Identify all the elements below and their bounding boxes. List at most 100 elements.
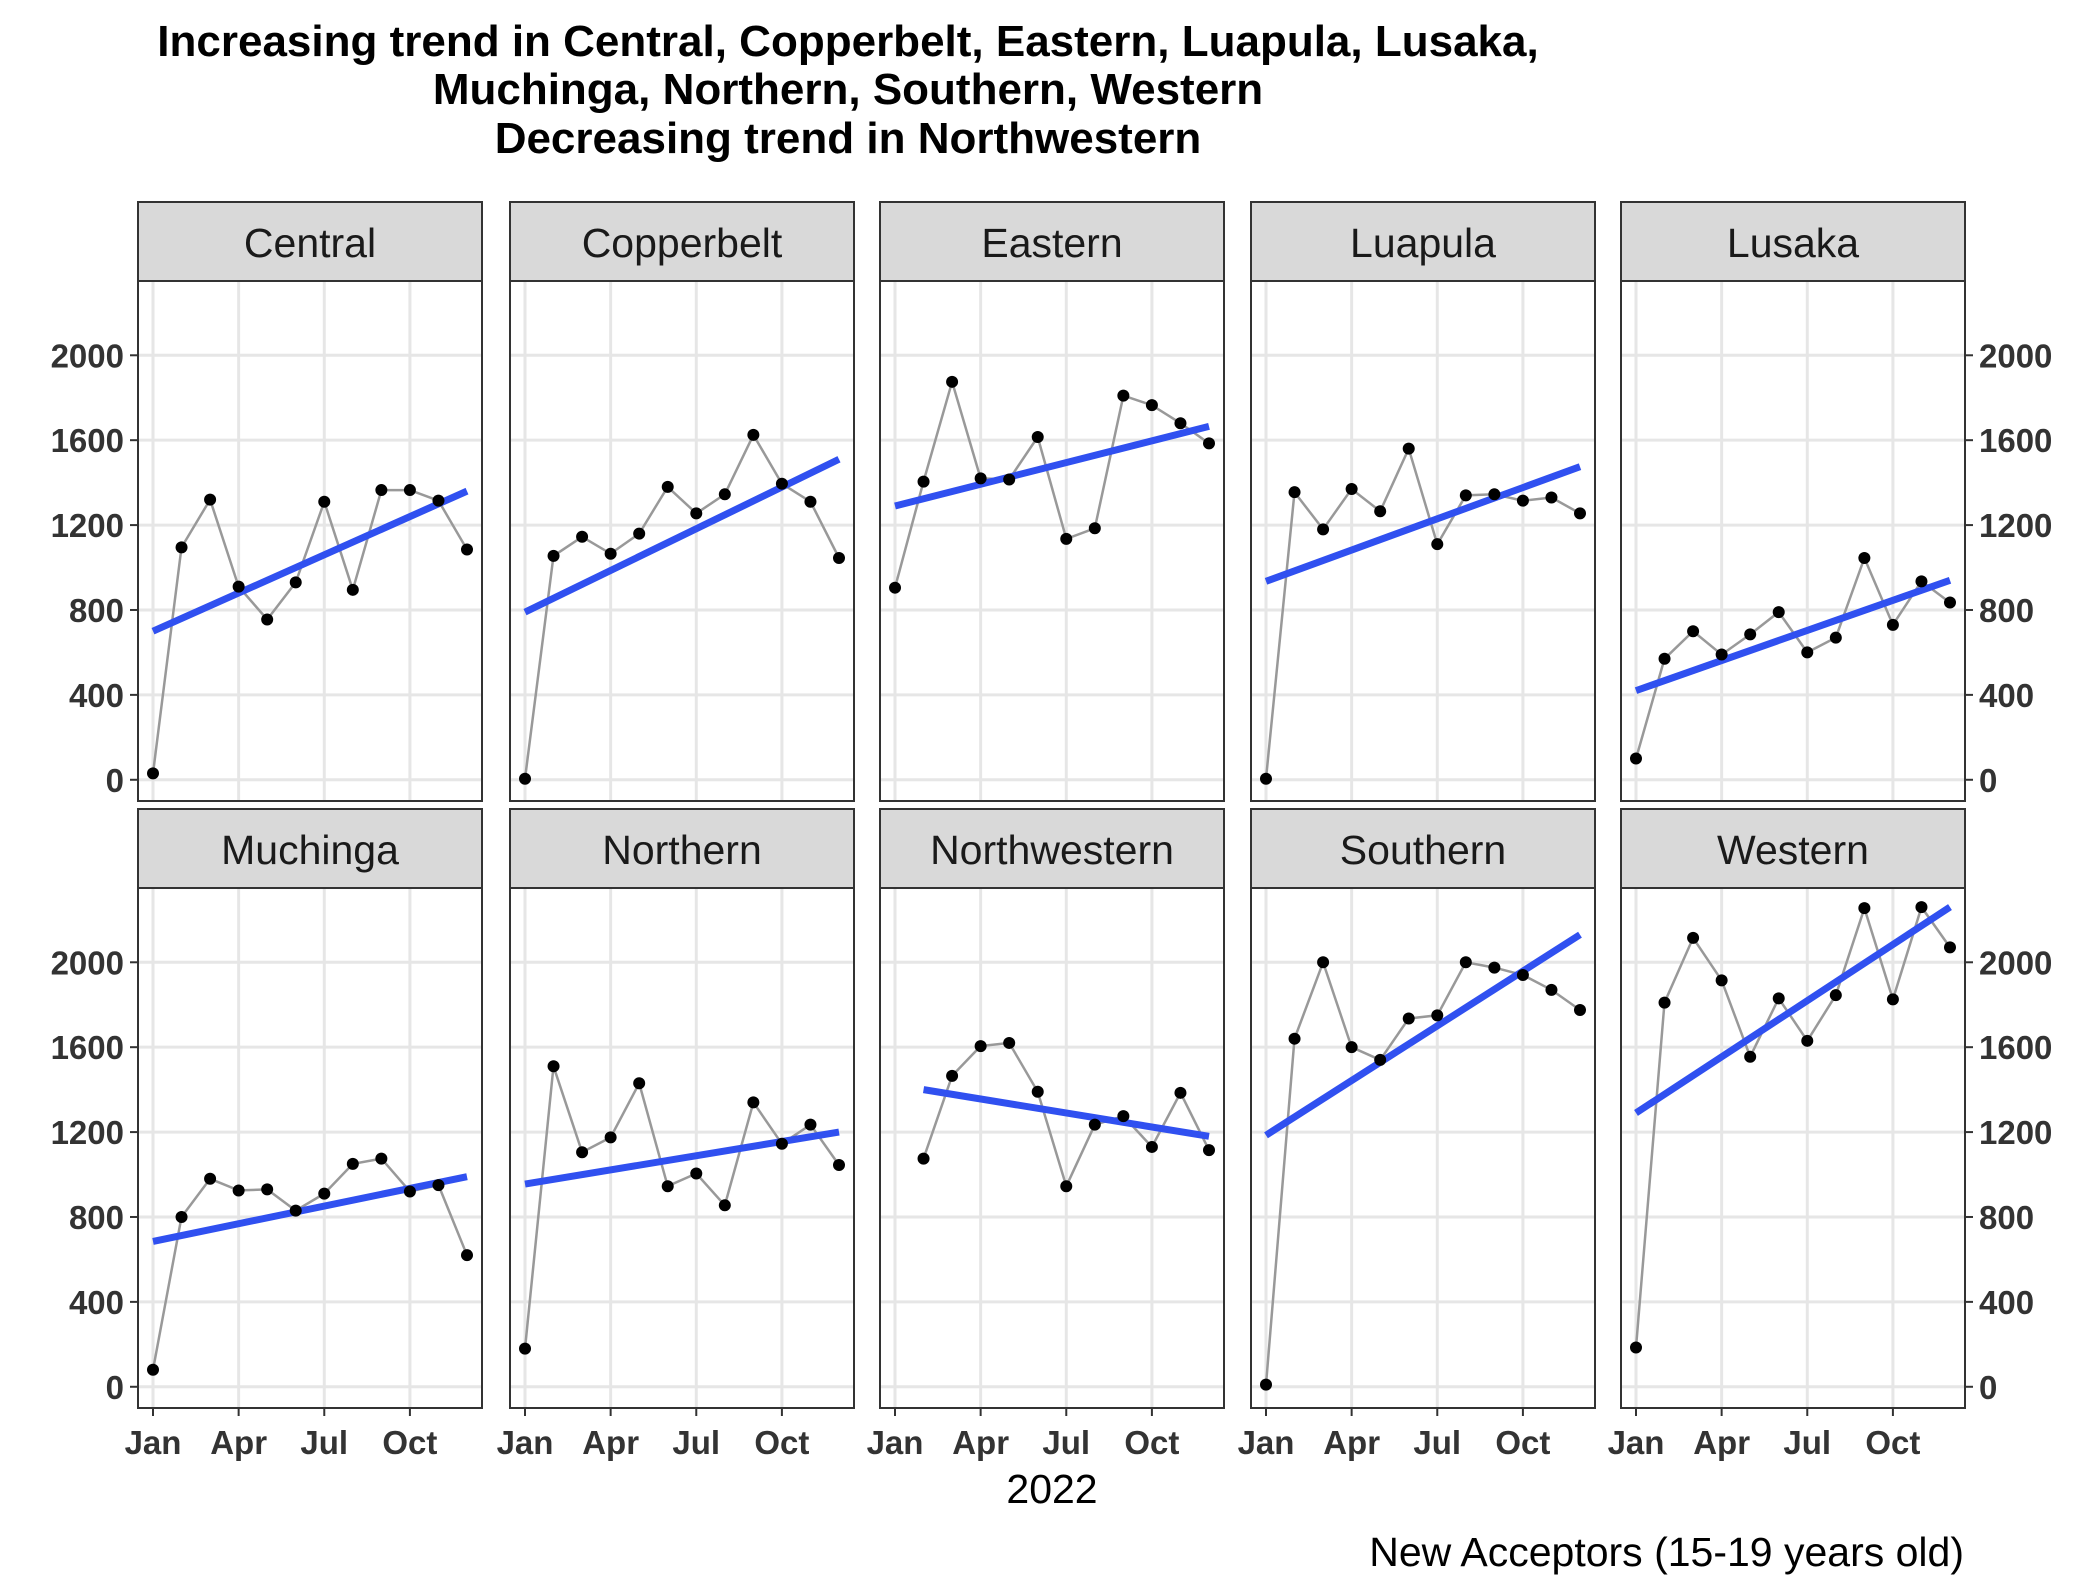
- data-point-lusaka-3: [1687, 625, 1700, 638]
- grid-copperbelt: [510, 281, 854, 801]
- strip-label-muchinga: Muchinga: [221, 827, 399, 873]
- panel-northwestern: Northwestern Jan Apr Jul Oct: [867, 808, 1225, 1461]
- x-tick-label: Oct: [1495, 1424, 1550, 1461]
- data-point-western-3: [1687, 931, 1700, 944]
- data-point-central-4: [232, 580, 245, 593]
- data-point-muchinga-3: [204, 1172, 217, 1185]
- data-point-northern-6: [661, 1180, 674, 1193]
- data-point-eastern-8: [1088, 522, 1101, 535]
- x-tick-label: Jan: [125, 1424, 182, 1461]
- data-point-muchinga-2: [175, 1210, 188, 1223]
- points-southern: [1260, 956, 1586, 1391]
- data-point-muchinga-11: [432, 1179, 445, 1192]
- panel-border-lusaka: [1620, 280, 1966, 802]
- data-point-lusaka-1: [1630, 752, 1642, 765]
- data-point-southern-9: [1488, 961, 1501, 974]
- panel-central: Central 0 400 800 1200 1600 2000: [51, 201, 483, 802]
- x-tick-label: Apr: [1323, 1424, 1380, 1461]
- data-point-muchinga-9: [375, 1152, 388, 1165]
- y-tick-label: 400: [69, 677, 124, 714]
- x-axis-title: 2022: [1006, 1466, 1097, 1512]
- strip-eastern: [879, 201, 1225, 282]
- data-point-copperbelt-10: [775, 477, 788, 490]
- grid-muchinga: [138, 888, 482, 1408]
- trend-line-western: [1634, 904, 1952, 1116]
- data-point-luapula-4: [1345, 483, 1358, 495]
- data-point-southern-11: [1545, 983, 1558, 996]
- chart-title-line-2: Muchinga, Northern, Southern, Western: [433, 65, 1263, 114]
- panel-muchinga: Muchinga 0 400 800 1200 1600 2000 Jan Apr Jul Oct: [51, 808, 483, 1461]
- strip-southern: [1250, 808, 1596, 889]
- strip-label-central: Central: [244, 220, 376, 266]
- data-point-luapula-10: [1516, 494, 1529, 507]
- data-point-lusaka-6: [1772, 606, 1785, 619]
- y-tick-label: 1600: [51, 422, 124, 459]
- trend-line-eastern: [894, 422, 1210, 510]
- data-point-western-6: [1772, 992, 1785, 1005]
- panel-border-central: [137, 280, 483, 802]
- plot-area-copperbelt: [510, 281, 854, 801]
- data-point-muchinga-6: [289, 1204, 302, 1217]
- plot-area-northern: [510, 888, 854, 1408]
- data-point-western-9: [1858, 902, 1871, 915]
- data-point-southern-7: [1431, 1009, 1444, 1022]
- panel-luapula: Luapula: [1250, 201, 1596, 802]
- x-tick-label: Jan: [1238, 1424, 1295, 1461]
- panel-border-luapula: [1250, 280, 1596, 802]
- data-point-eastern-4: [974, 472, 987, 485]
- data-point-luapula-3: [1317, 523, 1330, 536]
- x-tick-label: Jul: [300, 1424, 348, 1461]
- data-point-northern-3: [576, 1146, 589, 1159]
- data-point-eastern-2: [917, 475, 930, 488]
- data-point-northwestern-10: [1174, 1086, 1187, 1099]
- strip-label-copperbelt: Copperbelt: [582, 220, 783, 266]
- data-point-northern-2: [547, 1060, 560, 1073]
- data-point-copperbelt-5: [633, 527, 646, 540]
- data-point-central-1: [147, 767, 159, 780]
- data-point-northwestern-4: [1003, 1036, 1016, 1049]
- data-point-northwestern-1: [917, 1152, 930, 1165]
- data-point-southern-3: [1317, 956, 1330, 969]
- plot-area-muchinga: [138, 888, 482, 1408]
- y-tick-label: 800: [69, 592, 124, 629]
- data-point-northwestern-11: [1203, 1144, 1215, 1157]
- panel-western: Western 0 400 800 1200 1600 2000 Jan Apr Jul Oct: [1608, 808, 2052, 1461]
- x-tick-label: Jul: [1783, 1424, 1831, 1461]
- y-tick-label: 0: [1979, 762, 1997, 799]
- x-axis-northwestern: Jan Apr Jul Oct: [867, 1408, 1179, 1461]
- data-point-western-5: [1744, 1050, 1757, 1063]
- data-point-luapula-2: [1288, 486, 1301, 499]
- data-point-eastern-10: [1145, 399, 1158, 412]
- chart-title: Increasing trend in Central, Copperbelt,…: [157, 17, 1538, 163]
- points-luapula: [1260, 442, 1586, 785]
- data-point-luapula-9: [1488, 488, 1501, 501]
- y-tick-label: 1200: [51, 507, 124, 544]
- data-point-lusaka-12: [1944, 596, 1956, 609]
- chart-title-line-1: Increasing trend in Central, Copperbelt,…: [157, 17, 1538, 66]
- data-point-copperbelt-1: [519, 772, 531, 785]
- data-point-central-6: [289, 576, 302, 589]
- x-tick-label: Apr: [210, 1424, 267, 1461]
- chart-caption: New Acceptors (15-19 years old): [1369, 1529, 1964, 1575]
- y-tick-label: 0: [1979, 1369, 1997, 1406]
- x-tick-label: Apr: [952, 1424, 1009, 1461]
- data-point-luapula-6: [1402, 442, 1415, 455]
- y-tick-label: 2000: [1979, 337, 2052, 374]
- panel-copperbelt: Copperbelt: [509, 201, 855, 802]
- points-copperbelt: [519, 428, 845, 785]
- data-point-muchinga-4: [232, 1184, 245, 1197]
- strip-northwestern: [879, 808, 1225, 889]
- y-tick-label: 400: [1979, 677, 2034, 714]
- data-point-western-2: [1658, 996, 1671, 1009]
- data-point-western-4: [1715, 974, 1728, 987]
- data-point-muchinga-5: [261, 1183, 274, 1196]
- points-eastern: [889, 375, 1215, 594]
- series-line-western: [1634, 904, 1952, 1348]
- panel-border-western: [1620, 887, 1966, 1409]
- data-point-central-11: [432, 494, 445, 507]
- data-point-northwestern-2: [946, 1069, 959, 1082]
- data-point-lusaka-10: [1886, 618, 1899, 631]
- x-tick-label: Jan: [867, 1424, 924, 1461]
- y-tick-label: 1200: [1979, 507, 2052, 544]
- y-tick-label: 2000: [51, 944, 124, 981]
